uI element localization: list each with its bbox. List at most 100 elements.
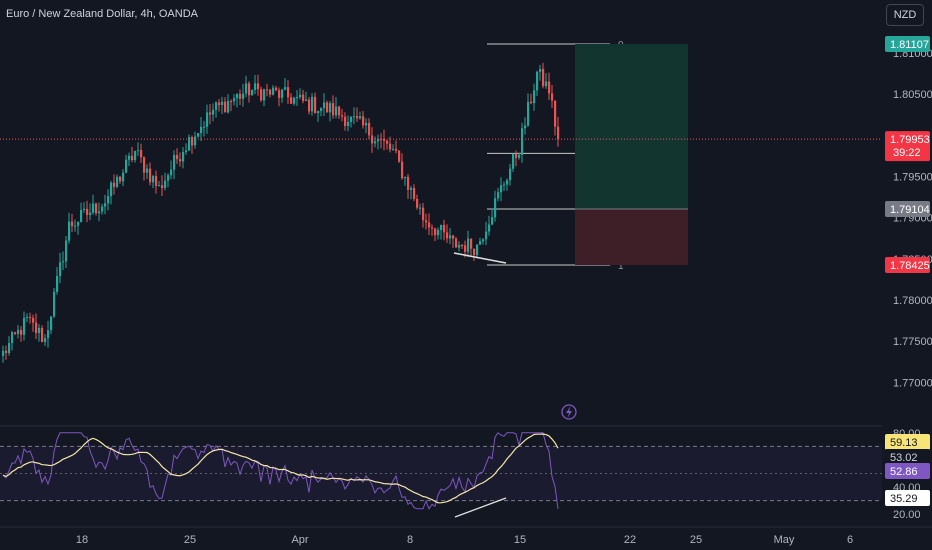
candle-body: [464, 245, 467, 252]
lightning-glyph: [566, 406, 572, 418]
rsi-tag-ma: 59.13: [890, 437, 918, 449]
candle-body: [101, 206, 104, 212]
price-tag-mid: 1.79104: [890, 204, 930, 216]
price-tick-label: 1.80500: [893, 89, 932, 101]
price-tag-bottom-bg: [885, 257, 930, 273]
rsi-pane: [0, 425, 882, 518]
candle-body: [197, 133, 200, 137]
candle-body: [32, 317, 35, 323]
candle-body: [530, 101, 533, 104]
candle-body: [407, 176, 410, 190]
currency-button[interactable]: NZD: [886, 4, 924, 26]
candle-body: [266, 89, 269, 91]
candle-body: [362, 116, 365, 126]
candle-body: [524, 125, 527, 129]
candle-body: [383, 139, 386, 141]
candle-body: [95, 203, 98, 214]
candle-body: [332, 103, 335, 116]
candle-body: [404, 176, 407, 179]
candle-body: [152, 176, 155, 183]
candle-body: [356, 116, 359, 119]
candle-body: [500, 185, 503, 193]
time-tick-label: Apr: [291, 534, 308, 546]
candle-body: [212, 109, 215, 115]
long-position-tool[interactable]: [575, 44, 688, 265]
candle-body: [98, 211, 101, 214]
candle-body: [278, 90, 281, 98]
rsi-tag-value: 52.86: [890, 466, 918, 478]
candle-body: [479, 241, 482, 245]
candle-body: [236, 93, 239, 99]
candle-body: [185, 150, 188, 153]
rsi-tick-label: 20.00: [893, 509, 921, 521]
rsi-line: [2, 432, 559, 510]
candle-body: [158, 185, 161, 187]
candle-body: [290, 97, 293, 104]
candle-body: [77, 222, 80, 226]
candle-body: [74, 225, 77, 227]
candle-body: [275, 87, 278, 91]
candle-body: [170, 169, 173, 176]
candle-body: [317, 111, 320, 114]
candle-body: [194, 136, 197, 146]
price-tag-mid-bg: [885, 201, 930, 218]
time-tick-label: 25: [690, 534, 702, 546]
candle-body: [497, 192, 500, 199]
candle-body: [455, 238, 458, 248]
lightning-icon: [561, 404, 577, 420]
candle-body: [218, 102, 221, 106]
candle-body: [173, 154, 176, 170]
candle-body: [536, 71, 539, 91]
fib-level-label: 1: [618, 261, 624, 272]
candle-body: [260, 89, 263, 101]
candle-body: [461, 245, 464, 247]
candle-body: [188, 137, 191, 151]
candle-body: [368, 122, 371, 136]
candle-body: [161, 185, 164, 189]
time-tick-label: 15: [514, 534, 526, 546]
candle-body: [182, 152, 185, 162]
stop-zone: [575, 209, 688, 265]
candle-body: [533, 90, 536, 104]
candle-body: [299, 94, 302, 98]
candle-body: [296, 97, 299, 99]
candle-body: [209, 112, 212, 115]
candle-body: [5, 350, 8, 353]
candle-body: [128, 155, 131, 160]
candle-body: [92, 203, 95, 213]
time-tick-label: 22: [624, 534, 636, 546]
candle-body: [443, 224, 446, 233]
countdown-label: 39:22: [893, 147, 921, 159]
candle-body: [119, 176, 122, 182]
candle-body: [167, 175, 170, 181]
candle-body: [491, 217, 494, 225]
candle-body: [392, 148, 395, 150]
candle-body: [203, 126, 206, 128]
candle-body: [488, 224, 491, 232]
candle-body: [302, 94, 305, 101]
candle-body: [47, 330, 50, 339]
candle-body: [149, 168, 152, 183]
candle-body: [470, 238, 473, 249]
candle-body: [389, 143, 392, 150]
candle-body: [326, 102, 329, 113]
candle-body: [329, 103, 332, 113]
candle-body: [80, 210, 83, 223]
price-tick-label: 1.79500: [893, 171, 932, 183]
candle-body: [554, 100, 557, 127]
candle-body: [449, 235, 452, 239]
candle-body: [272, 87, 275, 95]
candle-body: [14, 332, 17, 334]
divergence-trendline: [453, 252, 507, 264]
price-tag-top: 1.81107: [890, 39, 929, 51]
rsi-tag-mid: 53.02: [890, 452, 918, 464]
candle-body: [416, 198, 419, 208]
price-tag-current: 1.79953: [890, 134, 930, 146]
candle-body: [314, 96, 317, 114]
price-tag-current-bg: [885, 131, 930, 162]
candle-body: [35, 322, 38, 334]
candle-body: [242, 93, 245, 99]
candle-body: [125, 159, 128, 173]
candle-body: [65, 240, 68, 262]
